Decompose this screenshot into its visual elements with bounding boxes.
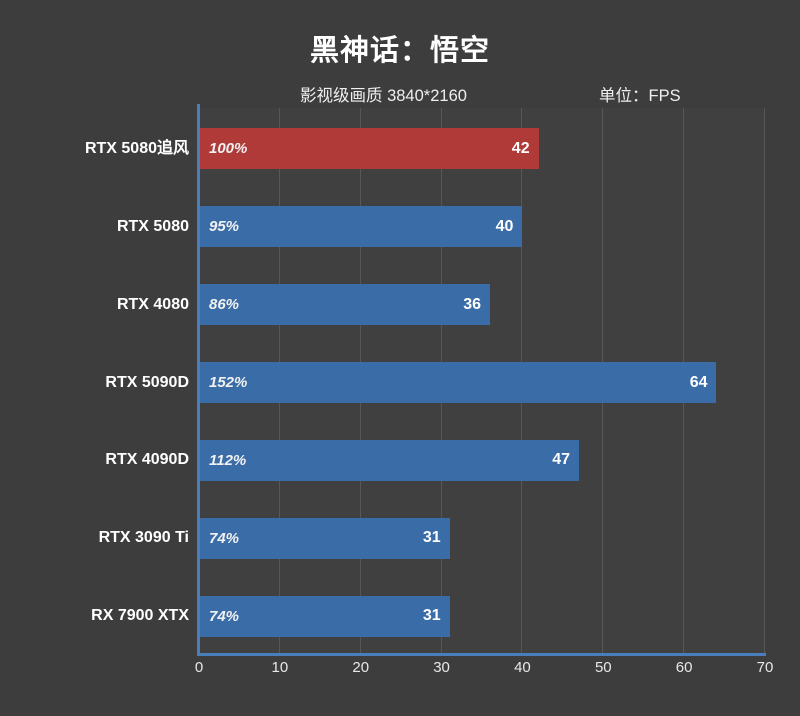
bar: 74% 31: [199, 517, 450, 559]
bar: 95% 40: [199, 206, 523, 248]
bar-percent-label: 152%: [209, 374, 248, 391]
category-label: RTX 5080追风: [84, 139, 189, 157]
x-tick-label: 60: [675, 659, 693, 676]
category-label: RTX 5090D: [105, 373, 189, 391]
bar: 112% 47: [199, 439, 580, 481]
chart-subtitle-row: 影视级画质 3840*2160 单位：FPS: [199, 82, 765, 106]
x-tick-label: 20: [352, 659, 370, 676]
category-label: RTX 3090 Ti: [98, 529, 189, 547]
subtitle-unit: 单位：FPS: [599, 87, 681, 105]
bar-value-label: 47: [552, 451, 571, 469]
category-label: RTX 5080: [116, 217, 189, 235]
x-tick-label: 10: [271, 659, 289, 676]
bar-value-label: 64: [689, 373, 708, 391]
x-axis-line: [197, 653, 766, 656]
x-tick-label: 70: [756, 659, 774, 676]
bar-percent-label: 74%: [209, 529, 240, 547]
bar-value-label: 31: [422, 607, 441, 625]
y-axis-line: [197, 104, 200, 653]
bar-value-label: 40: [495, 217, 514, 235]
bar-percent-label: 112%: [209, 451, 247, 469]
x-tick-label: 50: [594, 659, 612, 676]
category-label: RX 7900 XTX: [91, 607, 189, 625]
subtitle-quality: 影视级画质 3840*2160: [300, 87, 467, 105]
category-axis: RTX 5080追风 RTX 5080 RTX 4080 RTX 5090D RTX 4…: [0, 108, 189, 653]
bar: 100% 42: [199, 128, 539, 170]
bar: 86% 36: [199, 284, 491, 326]
bar-value-label: 42: [511, 139, 530, 157]
bar: 74% 31: [199, 595, 450, 637]
bar-percent-label: 95%: [209, 218, 240, 236]
bar-percent-label: 100%: [209, 140, 248, 158]
category-label: RTX 4080: [116, 295, 189, 313]
gridline-70: [764, 108, 765, 653]
chart-title: 黑神话：悟空: [309, 35, 490, 67]
bar-percent-label: 74%: [209, 607, 240, 625]
x-tick-label: 0: [194, 659, 204, 676]
bar-percent-label: 86%: [209, 296, 240, 314]
x-tick-label: 40: [514, 659, 531, 676]
bar: 152% 64: [199, 362, 717, 403]
plot-area: 100% 42 95% 40 86% 36 152% 64 112% 47 74% 31 74% 31: [197, 104, 766, 656]
x-tick-label: 30: [433, 659, 450, 676]
bar-value-label: 31: [422, 529, 441, 547]
bar-value-label: 36: [463, 295, 482, 313]
category-label: RTX 4090D: [105, 451, 189, 469]
